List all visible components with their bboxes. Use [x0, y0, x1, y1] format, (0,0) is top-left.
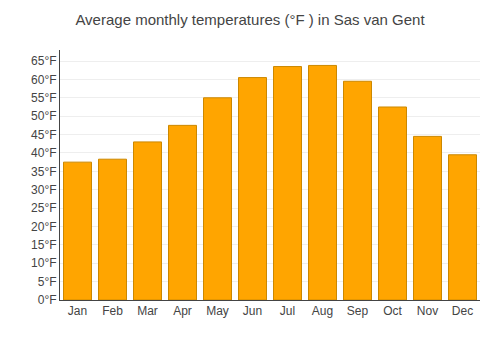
svg-text:Aug: Aug: [312, 304, 333, 318]
svg-text:Mar: Mar: [137, 304, 158, 318]
svg-text:20°F: 20°F: [31, 220, 56, 234]
svg-text:30°F: 30°F: [31, 183, 56, 197]
svg-text:10°F: 10°F: [31, 256, 56, 270]
svg-text:Nov: Nov: [417, 304, 438, 318]
svg-text:0°F: 0°F: [38, 293, 57, 307]
svg-text:50°F: 50°F: [31, 109, 56, 123]
svg-text:55°F: 55°F: [31, 91, 56, 105]
svg-text:65°F: 65°F: [31, 54, 56, 68]
svg-text:35°F: 35°F: [31, 165, 56, 179]
svg-text:15°F: 15°F: [31, 238, 56, 252]
svg-text:Jan: Jan: [68, 304, 87, 318]
svg-text:Oct: Oct: [383, 304, 402, 318]
svg-text:25°F: 25°F: [31, 201, 56, 215]
svg-text:Jul: Jul: [280, 304, 295, 318]
svg-text:May: May: [206, 304, 229, 318]
svg-text:5°F: 5°F: [38, 275, 57, 289]
svg-text:40°F: 40°F: [31, 146, 56, 160]
svg-text:60°F: 60°F: [31, 73, 56, 87]
svg-text:Apr: Apr: [173, 304, 192, 318]
svg-text:Dec: Dec: [452, 304, 473, 318]
svg-text:Sep: Sep: [347, 304, 369, 318]
svg-text:45°F: 45°F: [31, 128, 56, 142]
svg-text:Average monthly temperatures (: Average monthly temperatures (°F ) in Sa…: [75, 11, 425, 28]
svg-text:Jun: Jun: [243, 304, 262, 318]
svg-text:Feb: Feb: [102, 304, 123, 318]
